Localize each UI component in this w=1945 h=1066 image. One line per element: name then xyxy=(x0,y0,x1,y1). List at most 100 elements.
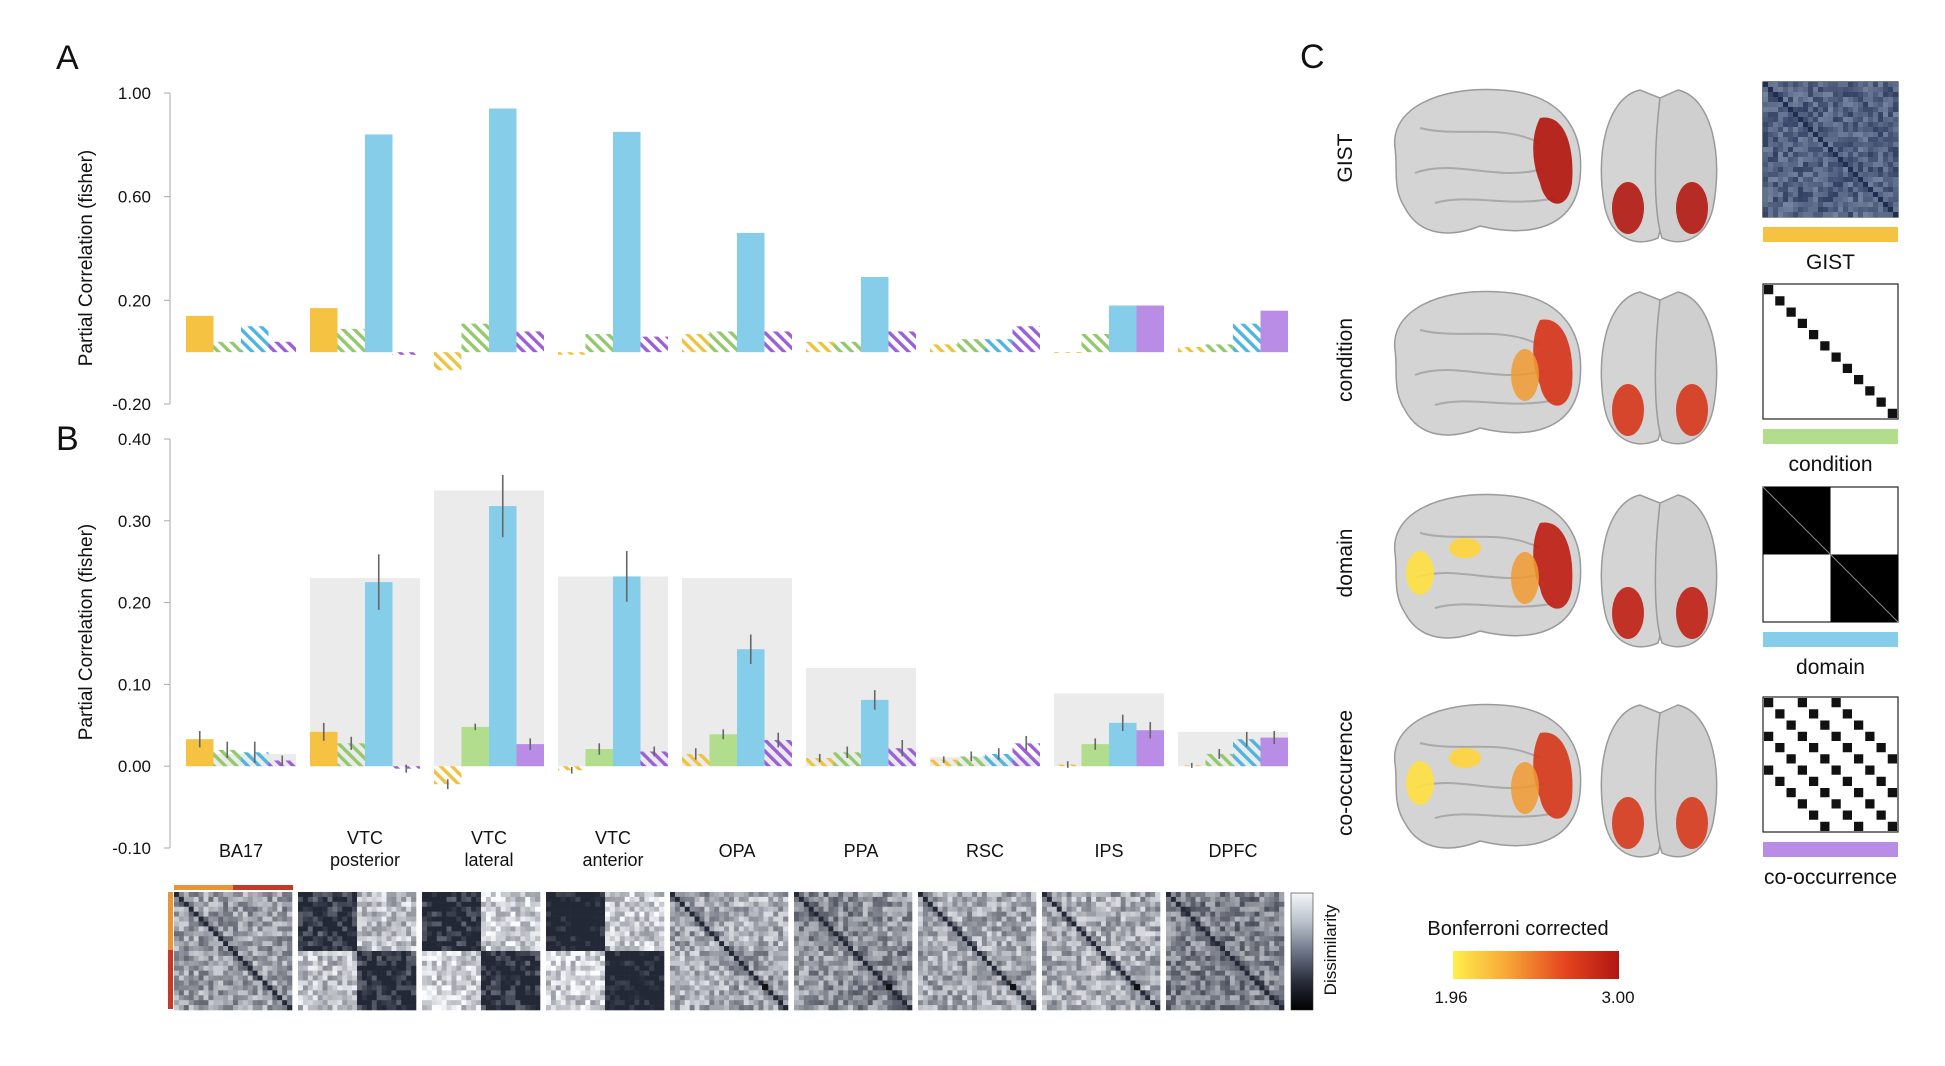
row-label-cooccurrence: co-occurence xyxy=(1334,710,1357,836)
chart-b-bar-domain xyxy=(861,699,889,767)
chart-a-bar-domain xyxy=(861,277,889,353)
chart-a-bar-gist xyxy=(310,308,338,353)
rdm-matrix-vtc-posterior xyxy=(298,892,417,1011)
chart-a-bar-cooccurrence xyxy=(268,341,296,353)
rdm-left-bar-orange xyxy=(168,892,173,950)
chart-b-bar-gist xyxy=(434,766,462,785)
panel-c: GIST GIST condition condition domain domain co… xyxy=(1334,81,1899,889)
model-label-gist: GIST xyxy=(1806,251,1855,274)
row-label-condition: condition xyxy=(1334,318,1357,402)
chart-b-bar-condition xyxy=(1205,753,1233,767)
lateral-brain-domain xyxy=(1394,493,1582,639)
chart-b-bar-cooccurrence xyxy=(1012,743,1040,767)
region-label: VTC lateral xyxy=(464,828,513,870)
bonferroni-colorbar xyxy=(1453,951,1619,979)
chart-b-bar-condition xyxy=(337,743,365,767)
chart-b: 0.40 0.30 0.20 0.10 0.00 -0.10 BA17 VTC posteri… xyxy=(76,430,1288,870)
chart-a: 1.00 0.60 0.20 -0.20 Partial Correlation (f… xyxy=(76,84,1288,414)
lateral-brain-cooccurrence xyxy=(1394,703,1582,849)
ventral-brain-gist xyxy=(1600,89,1718,243)
dissimilarity-colorbar xyxy=(1290,892,1314,1011)
chart-a-bar-cooccurrence xyxy=(764,331,792,353)
model-rdm-gist xyxy=(1762,81,1899,218)
chart-a-bar-domain xyxy=(737,232,765,353)
model-label-domain: domain xyxy=(1796,656,1865,679)
chart-b-bar-condition xyxy=(461,726,489,767)
rdm-top-bar-orange xyxy=(174,885,233,890)
chart-b-ytick-label: -0.10 xyxy=(112,839,151,858)
model-rdm-cooccurrence xyxy=(1762,696,1899,833)
rdm-strip: Dissimilarity xyxy=(168,885,1340,1011)
ventral-brain-domain xyxy=(1600,494,1718,648)
chart-a-bar-domain xyxy=(985,339,1013,353)
bonferroni-colorbar-group: Bonferroni corrected 1.96 3.00 xyxy=(1427,918,1634,1007)
chart-a-bar-condition xyxy=(461,323,489,353)
chart-b-bar-gist xyxy=(682,753,710,767)
chart-b-bar-domain xyxy=(613,576,641,767)
rdm-matrix-dpfc xyxy=(1166,892,1285,1011)
region-label: OPA xyxy=(719,841,756,861)
chart-b-bar-domain xyxy=(985,753,1013,767)
chart-a-bar-domain xyxy=(1109,305,1137,353)
chart-b-ytick-label: 0.40 xyxy=(118,430,151,449)
rdm-top-bar-red xyxy=(233,885,293,890)
chart-a-bar-condition xyxy=(213,341,241,353)
rdm-matrix-ba17 xyxy=(174,892,293,1011)
region-label: IPS xyxy=(1094,841,1123,861)
chart-a-bar-domain xyxy=(241,326,269,353)
chart-a-bar-gist xyxy=(682,334,710,353)
chart-a-bar-condition xyxy=(1081,334,1109,353)
row-label-gist: GIST xyxy=(1334,133,1357,182)
model-label-cooccurrence: co-occurrence xyxy=(1764,866,1897,889)
rdm-matrix-rsc xyxy=(918,892,1037,1011)
chart-b-bar-cooccurrence xyxy=(888,748,916,767)
chart-b-ytick-label: 0.00 xyxy=(118,757,151,776)
chart-a-bar-condition xyxy=(1205,344,1233,353)
chart-b-bar-cooccurrence xyxy=(640,751,668,767)
lateral-brain-condition xyxy=(1394,290,1582,436)
chart-b-bar-condition xyxy=(1081,744,1109,767)
chart-b-bar-domain xyxy=(365,582,393,767)
chart-a-bar-condition xyxy=(957,339,985,353)
chart-a-bar-gist xyxy=(558,352,586,355)
chart-a-bar-domain xyxy=(489,108,517,353)
chart-b-bar-condition xyxy=(585,749,613,767)
chart-b-bar-condition xyxy=(833,752,861,767)
rdm-left-bar-red xyxy=(168,950,173,1009)
lateral-brain-gist xyxy=(1394,88,1582,234)
chart-b-bar-condition xyxy=(709,734,737,767)
chart-a-bar-gist xyxy=(1178,346,1206,353)
chart-a-bar-cooccurrence xyxy=(1136,305,1164,353)
chart-a-ylabel: Partial Correlation (fisher) xyxy=(76,150,97,366)
model-color-bar-gist xyxy=(1763,227,1898,242)
chart-a-bar-cooccurrence xyxy=(1260,310,1288,353)
region-label: PPA xyxy=(844,841,879,861)
colorbar-max-label: 3.00 xyxy=(1601,988,1634,1007)
chart-a-ytick-label: 0.20 xyxy=(118,291,151,310)
chart-a-bar-domain xyxy=(1233,323,1261,353)
panel-label-a: A xyxy=(56,39,79,77)
chart-a-bar-gist xyxy=(1054,352,1082,353)
chart-a-bar-domain xyxy=(365,134,393,353)
chart-b-ytick-label: 0.30 xyxy=(118,512,151,531)
chart-a-bar-gist xyxy=(434,352,462,371)
chart-a-ytick-label: 1.00 xyxy=(118,84,151,103)
ventral-brain-cooccurrence xyxy=(1600,704,1718,858)
chart-a-bar-condition xyxy=(585,334,613,353)
rdm-matrix-vtc-lateral xyxy=(422,892,541,1011)
chart-a-bar-cooccurrence xyxy=(888,331,916,353)
chart-b-ytick-label: 0.20 xyxy=(118,594,151,613)
chart-a-bar-cooccurrence xyxy=(392,352,420,355)
region-label: BA17 xyxy=(219,841,263,861)
region-label: DPFC xyxy=(1209,841,1258,861)
region-label: VTC anterior xyxy=(582,828,643,870)
dissimilarity-label: Dissimilarity xyxy=(1321,904,1340,995)
model-rdm-domain xyxy=(1762,486,1899,623)
chart-a-bar-condition xyxy=(709,331,737,353)
rdm-matrix-ppa xyxy=(794,892,913,1011)
chart-b-bar-domain xyxy=(737,649,765,767)
region-label: VTC posterior xyxy=(330,828,400,870)
chart-a-bar-gist xyxy=(186,315,214,353)
model-label-condition: condition xyxy=(1788,453,1872,476)
